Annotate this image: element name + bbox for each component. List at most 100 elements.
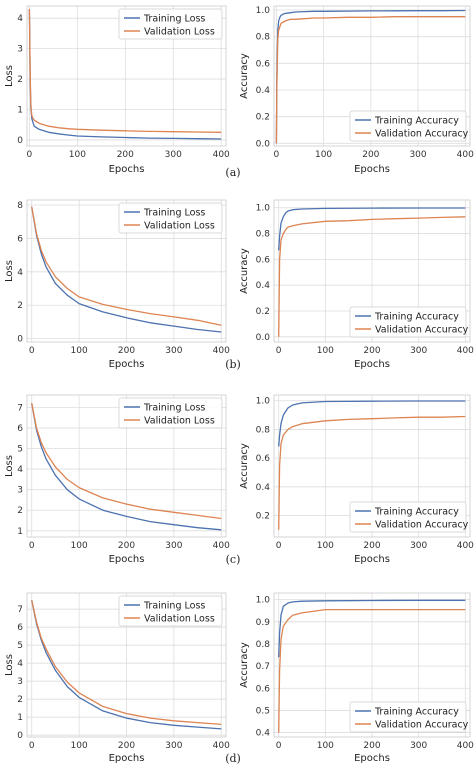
y-tick-label: 4 [17,659,23,669]
x-tick-label: 0 [276,741,282,751]
legend-label: Validation Loss [144,221,215,232]
x-tick-label: 400 [457,541,474,551]
y-tick-label: 0.2 [256,511,270,521]
y-tick-label: 7 [17,605,23,615]
x-axis-label: Epochs [354,164,390,175]
y-tick-label: 3 [17,677,23,687]
y-tick-label: 1.0 [256,204,271,214]
x-tick-label: 200 [363,741,380,751]
y-tick-label: 1 [17,105,23,115]
x-tick-label: 300 [409,150,426,160]
y-tick-label: 0.6 [256,454,271,464]
x-tick-label: 100 [317,346,334,356]
x-axis-label: Epochs [354,753,390,764]
y-tick-label: 0.2 [256,113,270,123]
legend: Training Accuracy Validation Accuracy [350,307,469,337]
y-tick-label: 2 [17,506,23,516]
chart-2: 0 100 200 300 400 0.0 0.2 0.4 0.6 0.8 1.0 Epochs Acc… [239,6,474,175]
legend-label: Training Loss [143,601,205,612]
x-tick-label: 300 [410,541,427,551]
y-tick-label: 0.4 [256,483,271,493]
y-tick-label: 0.8 [256,640,271,650]
chart-8: 0 100 200 300 4000.40.50.60.70.80.91.0Epochs… [239,593,474,764]
x-tick-label: 100 [315,150,332,160]
x-tick-label: 300 [165,741,182,751]
y-tick-label: 0.2 [256,307,270,317]
x-axis-label: Epochs [109,359,145,370]
y-tick-label: 0.6 [256,59,271,69]
y-axis-label: Accuracy [239,642,250,688]
x-axis-label: Epochs [109,753,145,764]
y-tick-label: 1.0 [256,397,271,407]
legend-label: Training Loss [143,14,205,25]
x-tick-label: 400 [457,150,474,160]
y-tick-label: 1.0 [256,596,271,606]
x-axis-label: Epochs [354,359,390,370]
y-axis-label: Accuracy [239,248,250,294]
legend-label: Validation Accuracy [375,520,469,531]
y-tick-label: 8 [17,201,23,211]
x-tick-label: 400 [457,741,474,751]
y-tick-label: 2 [17,695,23,705]
legend: Training Loss Validation Loss [119,596,222,626]
y-tick-label: 0.9 [256,618,271,628]
legend: Training Loss Validation Loss [119,398,222,428]
y-axis-label: Accuracy [239,443,250,489]
x-tick-label: 200 [363,346,380,356]
x-tick-label: 100 [69,150,86,160]
x-tick-label: 400 [213,346,230,356]
x-tick-label: 100 [317,541,334,551]
legend-label: Validation Accuracy [375,129,469,140]
y-axis-label: Loss [4,654,15,676]
y-tick-label: 0.8 [256,425,271,435]
x-tick-label: 300 [410,346,427,356]
x-tick-label: 300 [165,346,182,356]
y-tick-label: 0.7 [256,662,270,672]
y-axis-label: Accuracy [239,53,250,99]
x-tick-label: 200 [117,150,134,160]
y-axis-label: Loss [4,65,15,87]
x-tick-label: 100 [317,741,334,751]
x-axis-label: Epochs [109,554,145,565]
y-axis-label: Loss [4,455,15,477]
x-axis-label: Epochs [354,554,390,565]
chart-5: 0 100 200 300 400 1 2 3 4 5 6 7 Epochs Loss Training L… [4,395,230,565]
y-tick-label: 0.4 [256,86,271,96]
y-tick-label: 5 [17,445,23,455]
y-axis-label: Loss [4,260,15,282]
panel-label: (c) [226,553,241,566]
chart-7: 0 100 200 300 400 0 1 2 3 4 5 6 7 Epochs Loss Training … [4,593,230,764]
x-tick-label: 300 [165,541,182,551]
chart-1: 0 100 200 300 400 0 1 2 3 4 Epochs Loss Training Los… [4,6,230,175]
panel-label: (a) [225,166,240,179]
legend: Training Accuracy Validation Accuracy [350,502,469,532]
legend: Training Accuracy Validation Accuracy [350,111,469,141]
y-tick-label: 0.8 [256,33,271,43]
y-tick-label: 0.5 [256,706,270,716]
y-tick-label: 0.6 [256,684,271,694]
legend-label: Training Accuracy [374,312,459,323]
y-tick-label: 1 [17,527,23,537]
x-tick-label: 200 [118,346,135,356]
x-tick-label: 300 [410,741,427,751]
y-tick-label: 0.8 [256,230,271,240]
y-tick-label: 4 [17,14,23,24]
x-tick-label: 300 [165,150,182,160]
panel-label: (b) [225,358,241,371]
y-tick-label: 0 [17,731,23,741]
y-tick-label: 5 [17,641,23,651]
y-tick-label: 1.0 [256,6,271,16]
legend-label: Validation Accuracy [375,720,469,731]
legend-label: Training Accuracy [374,707,459,718]
legend-label: Training Accuracy [374,116,459,127]
x-tick-label: 0 [29,741,35,751]
x-tick-label: 0 [29,346,35,356]
x-tick-label: 200 [363,541,380,551]
y-tick-label: 3 [17,486,23,496]
y-tick-label: 0 [17,335,23,345]
legend-label: Training Accuracy [374,507,459,518]
x-tick-label: 200 [362,150,379,160]
legend: Training Accuracy Validation Accuracy [350,702,469,732]
x-tick-label: 0 [276,541,282,551]
